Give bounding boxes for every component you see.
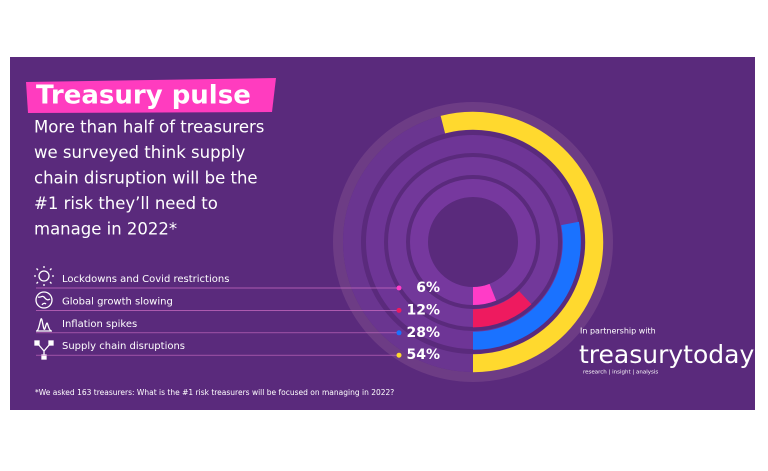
leader-dot xyxy=(396,330,402,336)
subtitle-line: manage in 2022* xyxy=(34,220,177,239)
subtitle-line: we surveyed think supply xyxy=(34,143,246,162)
subtitle-line: More than half of treasurers xyxy=(34,118,264,137)
title: Treasury pulse xyxy=(36,81,251,111)
legend-label: Supply chain disruptions xyxy=(62,341,185,352)
radial-bar xyxy=(440,111,604,373)
leader-dot xyxy=(396,307,402,313)
partner-name: treasurytoday xyxy=(579,340,754,369)
leader-dot xyxy=(396,352,402,358)
legend-label: Lockdowns and Covid restrictions xyxy=(62,274,229,285)
radial-bar xyxy=(472,290,532,328)
footnote: *We asked 163 treasurers: What is the #1… xyxy=(35,388,394,397)
value-label: 6% xyxy=(416,280,440,296)
subtitle-line: chain disruption will be the xyxy=(34,169,258,188)
radial-bar xyxy=(472,221,581,350)
legend-label: Global growth slowing xyxy=(62,296,173,307)
subtitle: More than half of treasurers we surveyed … xyxy=(34,118,264,239)
legend-label: Inflation spikes xyxy=(62,319,137,330)
partner-tagline: research | insight | analysis xyxy=(583,370,658,376)
radial-bar xyxy=(472,283,497,305)
title-highlight xyxy=(26,78,276,113)
value-label: 28% xyxy=(406,325,440,341)
subtitle-line: #1 risk they’ll need to xyxy=(34,194,218,213)
icons xyxy=(34,266,54,360)
leader-dot xyxy=(396,285,402,291)
partner-intro: In partnership with xyxy=(580,327,656,336)
ring-bg xyxy=(333,102,613,382)
value-label: 12% xyxy=(406,302,440,318)
value-label: 54% xyxy=(406,347,440,363)
